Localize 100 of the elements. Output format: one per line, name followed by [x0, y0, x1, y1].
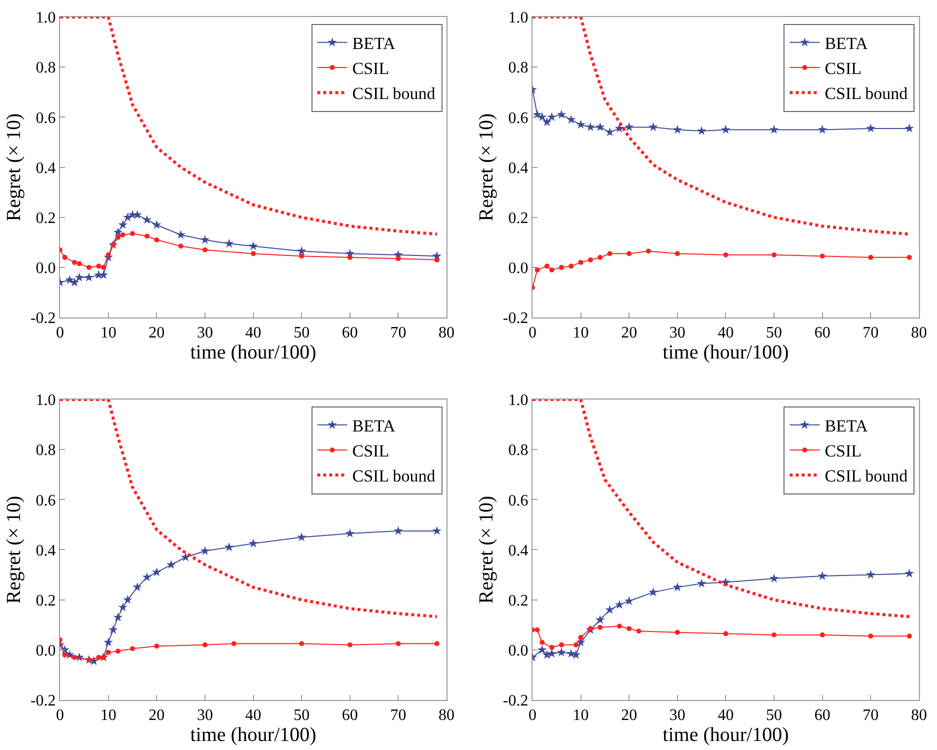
point — [566, 648, 576, 658]
point — [224, 542, 234, 552]
legend-label: CSIL bound — [352, 84, 436, 104]
x-tick-label: 60 — [814, 324, 830, 342]
point — [614, 600, 624, 609]
point — [818, 124, 828, 134]
point — [106, 252, 111, 258]
point — [721, 124, 730, 134]
point — [906, 254, 912, 260]
x-tick-label: 40 — [718, 707, 734, 724]
point — [558, 264, 564, 270]
point — [598, 254, 603, 260]
x-tick-label: 80 — [911, 707, 927, 724]
point — [578, 260, 584, 265]
x-axis-title: time (hour/100) — [662, 724, 789, 746]
point — [200, 546, 210, 555]
point — [396, 641, 401, 646]
y-tick-label: 0.0 — [508, 260, 528, 278]
point — [104, 638, 113, 646]
point — [614, 124, 624, 132]
point — [904, 124, 914, 132]
point — [96, 264, 102, 269]
point — [434, 641, 440, 646]
x-tick-label: 0 — [528, 324, 536, 342]
legend-label: CSIL — [824, 442, 862, 461]
point — [820, 254, 825, 259]
point — [296, 532, 306, 542]
point — [154, 644, 160, 649]
x-tick-label: 10 — [100, 324, 116, 342]
point — [626, 626, 632, 632]
point — [130, 231, 135, 236]
point — [624, 596, 634, 606]
point — [568, 264, 574, 269]
point — [605, 604, 614, 614]
x-tick-label: 70 — [390, 707, 406, 724]
legend-label: BETA — [824, 416, 868, 436]
point — [118, 220, 128, 229]
point — [769, 574, 779, 582]
y-tick-label: 0.6 — [508, 492, 528, 510]
point — [626, 251, 632, 256]
legend-label: CSIL bound — [352, 466, 436, 486]
point — [142, 214, 152, 224]
point — [595, 614, 605, 624]
point — [818, 571, 828, 580]
point — [542, 117, 552, 126]
point — [100, 264, 106, 270]
x-axis-title: time (hour/100) — [190, 724, 316, 746]
y-tick-label: -0.2 — [502, 310, 528, 328]
point — [866, 570, 876, 579]
y-tick-label: 0.8 — [508, 60, 528, 77]
y-tick-label: 0.0 — [508, 642, 528, 660]
point — [636, 628, 642, 634]
point — [532, 110, 542, 119]
line-series — [532, 399, 911, 618]
point — [115, 234, 120, 240]
y-tick-label: 0.6 — [36, 492, 56, 510]
point — [723, 631, 728, 636]
point — [772, 632, 777, 638]
point — [696, 578, 706, 588]
x-tick-label: 50 — [294, 707, 310, 724]
point — [224, 238, 234, 248]
x-tick-label: 30 — [669, 324, 686, 342]
y-axis-title: Regret (× 10) — [475, 496, 498, 604]
point — [723, 252, 728, 258]
point — [132, 210, 142, 219]
point — [904, 568, 914, 578]
x-tick-label: 30 — [669, 707, 686, 724]
point — [906, 634, 912, 639]
point — [113, 227, 123, 236]
point — [672, 582, 682, 592]
point — [573, 642, 578, 648]
point — [648, 587, 658, 596]
y-tick-label: 0.6 — [508, 110, 528, 127]
y-tick-label: 0.8 — [36, 442, 56, 460]
point — [578, 634, 584, 640]
point — [556, 110, 566, 119]
legend-label: CSIL — [352, 59, 390, 78]
x-tick-label: 40 — [245, 324, 262, 342]
point — [586, 122, 596, 132]
point — [118, 602, 128, 612]
x-tick-label: 20 — [621, 707, 638, 724]
y-tick-label: 0.0 — [36, 260, 56, 278]
x-tick-label: 40 — [245, 707, 262, 724]
point — [248, 538, 258, 548]
y-tick-label: 0.4 — [36, 160, 56, 177]
point — [202, 642, 208, 648]
point — [566, 114, 576, 124]
x-tick-label: 10 — [100, 707, 116, 724]
point — [598, 624, 603, 630]
point — [231, 641, 236, 646]
x-tick-label: 60 — [814, 707, 830, 724]
legend-label: BETA — [352, 34, 396, 54]
point — [549, 644, 554, 650]
point — [347, 642, 352, 648]
point — [72, 654, 77, 660]
x-tick-label: 50 — [294, 324, 310, 342]
y-tick-label: -0.2 — [30, 310, 56, 328]
y-tick-label: 0.2 — [508, 210, 528, 227]
legend-label: CSIL bound — [824, 84, 908, 104]
point — [534, 627, 540, 632]
